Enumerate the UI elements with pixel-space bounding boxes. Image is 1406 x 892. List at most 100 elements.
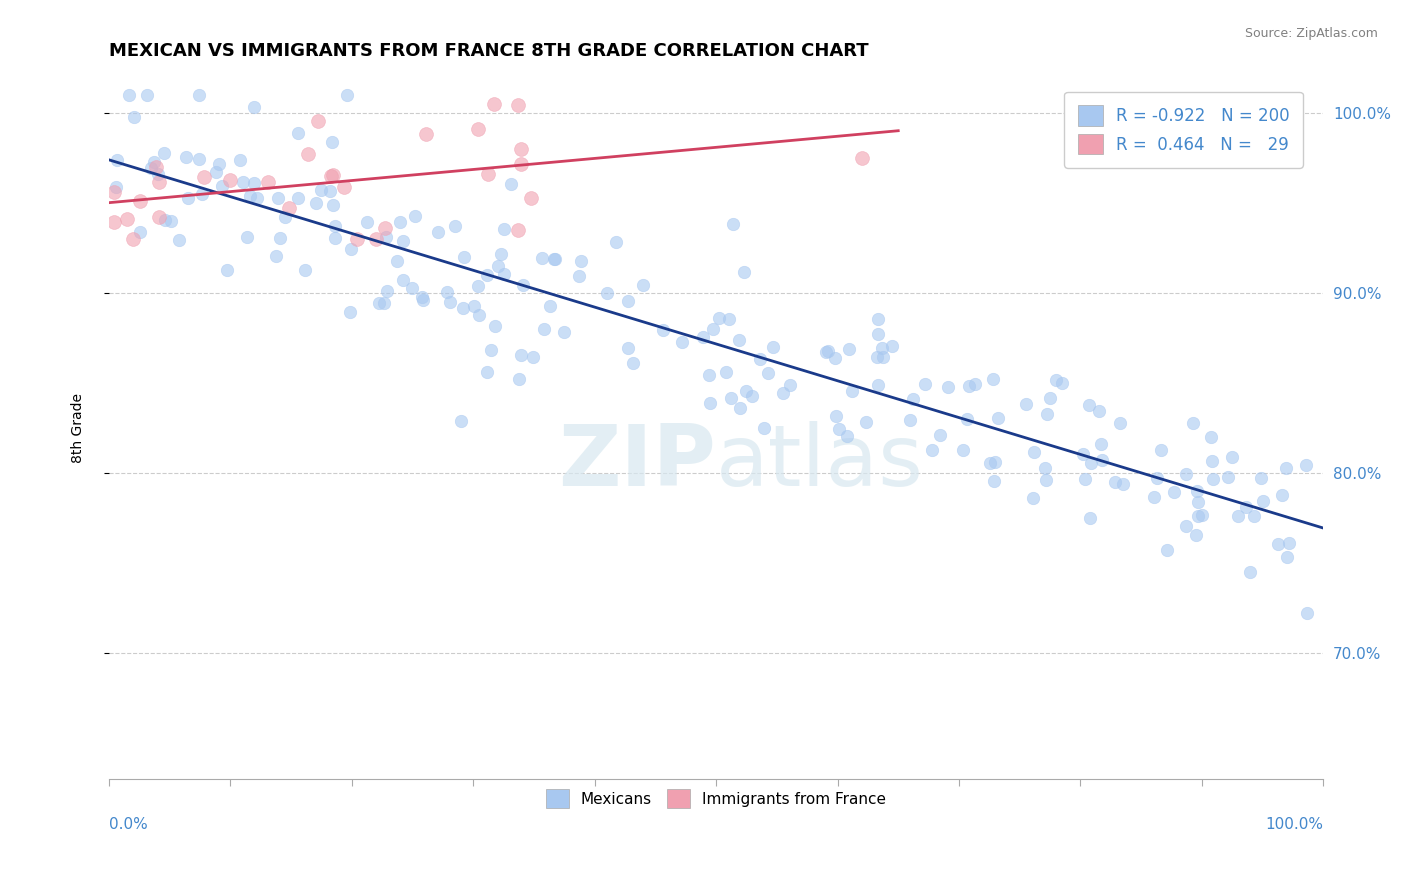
Point: [391, 273, 413, 287]
Point: [374, 230, 396, 244]
Point: [105, 153, 128, 168]
Point: [779, 377, 801, 392]
Point: [174, 150, 197, 164]
Point: [274, 211, 297, 225]
Point: [121, 231, 143, 245]
Point: [838, 342, 860, 356]
Point: [1146, 470, 1168, 484]
Point: [128, 225, 150, 239]
Point: [567, 268, 589, 283]
Point: [835, 429, 858, 443]
Point: [723, 218, 745, 232]
Point: [1088, 404, 1111, 418]
Point: [1218, 470, 1240, 484]
Point: [756, 367, 779, 381]
Point: [981, 372, 1004, 386]
Point: [187, 152, 209, 166]
Point: [191, 187, 214, 202]
Point: [436, 285, 458, 299]
Point: [956, 412, 979, 426]
Point: [903, 392, 925, 406]
Point: [817, 344, 839, 359]
Point: [479, 343, 502, 357]
Point: [243, 100, 266, 114]
Point: [1039, 391, 1062, 405]
Point: [841, 384, 863, 399]
Point: [278, 201, 301, 215]
Point: [979, 456, 1001, 470]
Point: [870, 341, 893, 355]
Point: [735, 384, 758, 398]
Point: [287, 191, 309, 205]
Point: [336, 87, 359, 102]
Point: [207, 157, 229, 171]
Point: [142, 155, 165, 169]
Point: [1270, 488, 1292, 502]
Point: [718, 312, 741, 326]
Point: [531, 252, 554, 266]
Point: [716, 366, 738, 380]
Point: [633, 277, 655, 292]
Point: [1275, 550, 1298, 565]
Text: ZIP: ZIP: [558, 421, 716, 504]
Point: [824, 351, 846, 366]
Point: [492, 267, 515, 281]
Point: [148, 175, 170, 189]
Point: [309, 183, 332, 197]
Point: [211, 178, 233, 193]
Point: [477, 167, 499, 181]
Point: [193, 170, 215, 185]
Point: [443, 219, 465, 233]
Point: [463, 299, 485, 313]
Point: [509, 348, 531, 362]
Point: [1035, 473, 1057, 487]
Point: [702, 322, 724, 336]
Point: [1239, 566, 1261, 580]
Point: [1253, 494, 1275, 508]
Point: [325, 219, 347, 233]
Point: [1035, 407, 1057, 421]
Point: [1175, 467, 1198, 481]
Point: [914, 377, 936, 392]
Point: [733, 265, 755, 279]
Point: [651, 323, 673, 337]
Point: [104, 180, 127, 194]
Point: [486, 259, 509, 273]
Point: [1278, 535, 1301, 549]
Point: [321, 169, 343, 183]
Point: [522, 351, 544, 365]
Point: [1163, 484, 1185, 499]
Point: [936, 380, 959, 394]
Point: [1191, 508, 1213, 523]
Point: [103, 215, 125, 229]
Point: [741, 389, 763, 403]
Point: [1045, 373, 1067, 387]
Point: [728, 334, 751, 348]
Point: [1243, 509, 1265, 524]
Point: [264, 249, 287, 263]
Point: [467, 122, 489, 136]
Point: [1226, 508, 1249, 523]
Point: [506, 222, 529, 236]
Point: [401, 281, 423, 295]
Point: [963, 377, 986, 392]
Point: [307, 114, 329, 128]
Point: [1220, 450, 1243, 464]
Point: [772, 386, 794, 401]
Point: [155, 213, 177, 227]
Point: [468, 308, 491, 322]
Point: [1091, 453, 1114, 467]
Point: [1108, 417, 1130, 431]
Point: [508, 97, 530, 112]
Point: [1033, 461, 1056, 475]
Point: [257, 175, 280, 189]
Point: [373, 296, 395, 310]
Point: [243, 177, 266, 191]
Point: [1143, 490, 1166, 504]
Point: [1250, 471, 1272, 485]
Point: [1181, 416, 1204, 430]
Point: [1078, 398, 1101, 412]
Point: [145, 161, 167, 175]
Point: [287, 126, 309, 140]
Point: [148, 210, 170, 224]
